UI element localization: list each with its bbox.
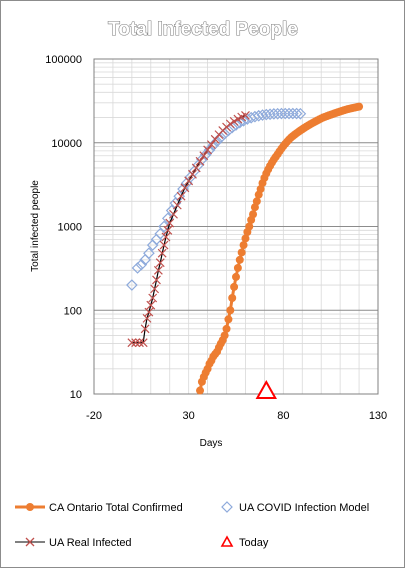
data-point-ca-ontario-total-confirmed	[196, 386, 205, 395]
data-point-ca-ontario-total-confirmed	[237, 248, 246, 257]
data-point-ca-ontario-total-confirmed	[220, 331, 229, 340]
data-point-ua-covid-infection-model	[154, 227, 167, 240]
data-point-ua-real-infected	[163, 225, 173, 235]
data-point-ua-covid-infection-model	[126, 279, 138, 291]
data-point-ua-real-infected	[191, 163, 201, 173]
data-point-ca-ontario-total-confirmed	[239, 241, 248, 250]
legend-marker-today	[220, 535, 234, 547]
data-point-ca-ontario-total-confirmed	[224, 315, 233, 324]
y-tick-label: 100	[64, 305, 82, 317]
data-point-ua-real-infected	[157, 248, 167, 258]
data-point-ua-covid-infection-model	[143, 247, 155, 260]
data-point-ua-real-infected	[206, 140, 216, 150]
x-tick-label: -20	[86, 410, 102, 422]
data-point-ua-real-infected	[150, 284, 160, 294]
data-point-ua-real-infected	[144, 307, 154, 317]
data-point-ua-real-infected	[241, 110, 250, 120]
data-point-ca-ontario-total-confirmed	[235, 255, 244, 264]
legend-marker-ua-model	[221, 501, 233, 513]
data-point-ua-real-infected	[146, 300, 156, 310]
x-tick-label: 130	[369, 410, 387, 422]
data-point-ca-ontario-total-confirmed	[252, 197, 261, 206]
x-axis-label: Days	[200, 438, 223, 449]
data-point-ca-ontario-total-confirmed	[222, 324, 231, 333]
x-tick-label: 80	[277, 410, 289, 422]
data-point-ca-ontario-total-confirmed	[241, 234, 250, 243]
y-tick-label: 1000	[58, 222, 82, 234]
legend-label-ua-real: UA Real Infected	[49, 537, 132, 549]
legend-item-ua-model: UA COVID Infection Model	[221, 501, 369, 514]
legend-label-ua-model: UA COVID Infection Model	[239, 502, 369, 514]
data-point-ua-covid-infection-model	[290, 107, 303, 120]
data-point-ua-covid-infection-model	[286, 107, 299, 120]
legend-item-today: Today	[220, 535, 269, 549]
data-point-ua-real-infected	[155, 258, 165, 268]
data-point-ua-covid-infection-model	[199, 148, 212, 161]
data-point-ua-covid-infection-model	[131, 262, 144, 274]
y-axis-label: Total infected people	[30, 180, 41, 272]
data-point-ua-real-infected	[152, 275, 161, 285]
data-point-ua-real-infected	[199, 151, 209, 161]
legend-item-ca-ontario: CA Ontario Total Confirmed	[15, 502, 183, 514]
data-point-ua-real-infected	[184, 176, 194, 186]
data-point-ua-real-infected	[225, 119, 235, 129]
data-point-ua-real-infected	[153, 265, 163, 275]
data-point-ua-covid-infection-model	[294, 107, 307, 120]
data-point-ua-real-infected	[148, 293, 158, 303]
data-point-ua-real-infected	[159, 240, 169, 250]
data-point-ua-real-infected	[195, 156, 205, 166]
data-point-ua-real-infected	[138, 338, 148, 348]
plot-border	[93, 58, 379, 395]
data-point-ua-real-infected	[188, 169, 197, 179]
legend-marker-ua-real	[25, 537, 35, 547]
legend-marker-ca-ontario	[26, 503, 34, 511]
legend: CA Ontario Total Confirmed UA COVID Infe…	[15, 501, 369, 549]
data-point-ua-real-infected	[142, 313, 152, 323]
data-point-ca-ontario-total-confirmed	[355, 102, 364, 111]
data-point-ca-ontario-total-confirmed	[226, 306, 235, 315]
data-point-ua-covid-infection-model	[279, 107, 292, 120]
data-point-ua-real-infected	[180, 183, 190, 193]
data-point-ca-ontario-total-confirmed	[245, 222, 254, 231]
chart-title: Total Infected People	[108, 19, 298, 40]
data-point-ua-real-infected	[172, 200, 182, 210]
data-point-ua-covid-infection-model	[283, 107, 295, 120]
data-point-ua-covid-infection-model	[135, 258, 148, 271]
data-point-ua-covid-infection-model	[211, 135, 223, 148]
data-point-ca-ontario-total-confirmed	[228, 294, 237, 303]
series-layer	[126, 102, 364, 399]
series-ua-real-infected	[127, 110, 250, 348]
data-point-ua-real-infected	[127, 338, 137, 348]
y-tick-label: 10	[70, 389, 82, 401]
data-point-ua-real-infected	[135, 338, 144, 348]
x-tick-label: 30	[183, 410, 195, 422]
data-point-ca-ontario-total-confirmed	[249, 210, 258, 219]
data-point-ua-real-infected	[165, 218, 175, 228]
data-point-ua-real-infected	[210, 134, 220, 144]
data-point-ua-real-infected	[140, 324, 150, 334]
legend-item-ua-real: UA Real Infected	[15, 537, 132, 549]
data-point-ca-ontario-total-confirmed	[232, 272, 240, 281]
data-point-ua-real-infected	[176, 191, 186, 201]
data-point-ua-covid-infection-model	[275, 107, 288, 120]
legend-label-ca-ontario: CA Ontario Total Confirmed	[49, 502, 183, 514]
data-point-ua-real-infected	[131, 338, 141, 348]
x-axis-ticks: -20 30 80 130	[86, 410, 387, 422]
data-point-ua-real-infected	[161, 232, 171, 242]
data-point-ua-real-infected	[203, 145, 213, 155]
series-today	[255, 379, 278, 399]
data-point-ca-ontario-total-confirmed	[233, 263, 242, 272]
y-tick-label: 100000	[45, 54, 82, 66]
data-point-ca-ontario-total-confirmed	[230, 282, 239, 291]
data-point-ua-real-infected	[169, 209, 178, 219]
series-ca-ontario-total-confirmed	[196, 102, 364, 395]
y-tick-label: 10000	[51, 138, 82, 150]
y-axis-ticks: 10 100 1000 10000 100000	[45, 54, 82, 401]
data-point-today	[255, 379, 278, 399]
legend-label-today: Today	[239, 537, 269, 549]
